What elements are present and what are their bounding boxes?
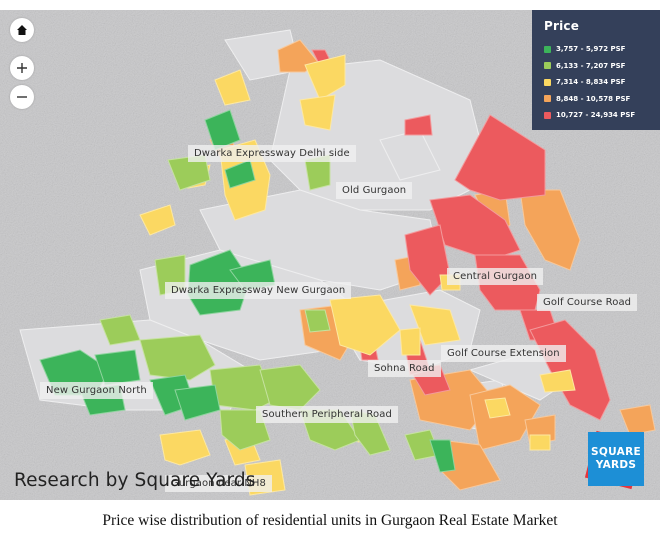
label-sohna-road: Sohna Road bbox=[368, 360, 441, 377]
swatch-icon bbox=[544, 45, 551, 53]
price-map[interactable]: Price 3,757 - 5,972 PSF 6,133 - 7,207 PS… bbox=[0, 10, 660, 500]
research-credit: Research by Square Yards bbox=[14, 470, 256, 491]
figure-caption: Price wise distribution of residential u… bbox=[102, 512, 558, 529]
label-golf-course-extension: Golf Course Extension bbox=[441, 345, 566, 362]
zoom-out-button[interactable] bbox=[10, 85, 34, 109]
legend-title: Price bbox=[544, 19, 580, 33]
swatch-icon bbox=[544, 111, 551, 119]
home-button[interactable] bbox=[10, 18, 34, 42]
legend-item: 3,757 - 5,972 PSF bbox=[544, 41, 660, 58]
home-icon bbox=[17, 25, 27, 35]
swatch-icon bbox=[544, 95, 551, 103]
label-new-gurgaon-north: New Gurgaon North bbox=[40, 382, 153, 399]
square-yards-logo: SQUARE YARDS bbox=[584, 430, 646, 494]
label-old-gurgaon: Old Gurgaon bbox=[336, 182, 413, 199]
plus-icon bbox=[17, 63, 27, 73]
label-central-gurgaon: Central Gurgaon bbox=[447, 268, 544, 285]
label-dwarka-delhi-side: Dwarka Expressway Delhi side bbox=[188, 145, 356, 162]
label-golf-course-road: Golf Course Road bbox=[537, 294, 638, 311]
legend-item: 7,314 - 8,834 PSF bbox=[544, 74, 660, 91]
price-legend: Price 3,757 - 5,972 PSF 6,133 - 7,207 PS… bbox=[532, 10, 660, 130]
minus-icon bbox=[17, 96, 27, 98]
legend-item: 6,133 - 7,207 PSF bbox=[544, 58, 660, 75]
zoom-in-button[interactable] bbox=[10, 56, 34, 80]
swatch-icon bbox=[544, 62, 551, 70]
swatch-icon bbox=[544, 78, 551, 86]
legend-item: 10,727 - 24,934 PSF bbox=[544, 107, 660, 124]
label-southern-peripheral-road: Southern Peripheral Road bbox=[256, 406, 398, 423]
label-dwarka-new-gurgaon: Dwarka Expressway New Gurgaon bbox=[165, 282, 352, 299]
legend-item: 8,848 - 10,578 PSF bbox=[544, 91, 660, 108]
label-nh8: Gurgaon near NH8 bbox=[165, 475, 273, 492]
